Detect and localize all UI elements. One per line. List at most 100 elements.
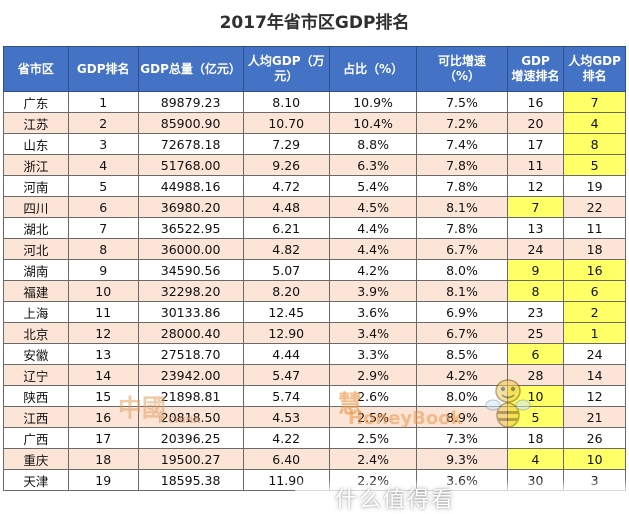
cell-per-capita-rank: 24 — [563, 343, 626, 365]
cell-share: 3.3% — [328, 343, 418, 365]
cell-growth-rank: 28 — [506, 364, 565, 386]
cell-growth-rank: 20 — [506, 112, 565, 134]
cell-growth-rank: 7 — [506, 196, 565, 218]
cell-growth-rate: 7.8% — [416, 175, 508, 197]
cell-province: 上海 — [3, 301, 69, 323]
cell-growth-rank: 9 — [506, 259, 565, 281]
cell-gdp-rank: 11 — [67, 301, 139, 323]
cell-growth-rank: 8 — [506, 280, 565, 302]
cell-per-capita-rank: 16 — [563, 259, 626, 281]
cell-gdp-per-capita: 4.22 — [242, 427, 330, 449]
cell-share: 2.4% — [328, 448, 418, 470]
cell-growth-rank: 13 — [506, 217, 565, 239]
cell-province: 江西 — [3, 406, 69, 428]
cell-growth-rate: 9.3% — [416, 448, 508, 470]
cell-province: 河北 — [3, 238, 69, 260]
cell-gdp-rank: 15 — [67, 385, 139, 407]
cell-per-capita-rank: 7 — [563, 91, 626, 113]
cell-per-capita-rank: 21 — [563, 406, 626, 428]
cell-growth-rate: 7.5% — [416, 91, 508, 113]
cell-gdp-per-capita: 4.72 — [242, 175, 330, 197]
cell-growth-rank: 25 — [506, 322, 565, 344]
cell-growth-rate: 8.0% — [416, 385, 508, 407]
cell-gdp-rank: 12 — [67, 322, 139, 344]
header-gdp-rank: GDP排名 — [67, 46, 139, 92]
cell-share: 3.6% — [328, 301, 418, 323]
cell-gdp-rank: 1 — [67, 91, 139, 113]
cell-growth-rate: 8.0% — [416, 259, 508, 281]
cell-gdp-per-capita: 11.90 — [242, 469, 330, 491]
cell-growth-rate: 6.9% — [416, 301, 508, 323]
cell-growth-rate: 6.7% — [416, 238, 508, 260]
cell-per-capita-rank: 12 — [563, 385, 626, 407]
cell-growth-rank: 11 — [506, 154, 565, 176]
cell-gdp-total: 19500.27 — [137, 448, 244, 470]
table-row: 北京 12 28000.40 12.90 3.4% 6.7% 25 1 — [3, 322, 626, 344]
table-row: 湖北 7 36522.95 6.21 4.4% 7.8% 13 11 — [3, 217, 626, 239]
header-growth-rate: 可比增速 （%） — [416, 46, 508, 92]
page-title: 2017年省市区GDP排名 — [219, 13, 410, 33]
cell-growth-rank: 18 — [506, 427, 565, 449]
cell-gdp-total: 18595.38 — [137, 469, 244, 491]
header-gdp-per-capita: 人均GDP（万元） — [242, 46, 330, 92]
cell-growth-rank: 17 — [506, 133, 565, 155]
cell-per-capita-rank: 2 — [563, 301, 626, 323]
cell-gdp-total: 32298.20 — [137, 280, 244, 302]
cell-growth-rate: 8.5% — [416, 343, 508, 365]
cell-growth-rank: 10 — [506, 385, 565, 407]
cell-growth-rate: 8.1% — [416, 196, 508, 218]
cell-gdp-per-capita: 12.90 — [242, 322, 330, 344]
cell-province: 安徽 — [3, 343, 69, 365]
table-row: 江苏 2 85900.90 10.70 10.4% 7.2% 20 4 — [3, 112, 626, 134]
cell-province: 福建 — [3, 280, 69, 302]
cell-province: 四川 — [3, 196, 69, 218]
cell-gdp-total: 44988.16 — [137, 175, 244, 197]
cell-per-capita-rank: 5 — [563, 154, 626, 176]
cell-per-capita-rank: 1 — [563, 322, 626, 344]
cell-gdp-total: 36000.00 — [137, 238, 244, 260]
cell-gdp-rank: 5 — [67, 175, 139, 197]
cell-growth-rate: 7.8% — [416, 217, 508, 239]
cell-growth-rank: 6 — [506, 343, 565, 365]
cell-province: 重庆 — [3, 448, 69, 470]
cell-per-capita-rank: 26 — [563, 427, 626, 449]
cell-province: 广西 — [3, 427, 69, 449]
cell-growth-rate: 7.2% — [416, 112, 508, 134]
cell-growth-rank: 30 — [506, 469, 565, 491]
table-row: 河南 5 44988.16 4.72 5.4% 7.8% 12 19 — [3, 175, 626, 197]
table-row: 天津 19 18595.38 11.90 2.2% 3.6% 30 3 — [3, 469, 626, 491]
table-row: 山东 3 72678.18 7.29 8.8% 7.4% 17 8 — [3, 133, 626, 155]
cell-gdp-per-capita: 6.40 — [242, 448, 330, 470]
cell-growth-rank: 12 — [506, 175, 565, 197]
table-row: 河北 8 36000.00 4.82 4.4% 6.7% 24 18 — [3, 238, 626, 260]
cell-province: 湖北 — [3, 217, 69, 239]
cell-share: 3.9% — [328, 280, 418, 302]
cell-share: 2.5% — [328, 427, 418, 449]
cell-gdp-total: 28000.40 — [137, 322, 244, 344]
cell-gdp-total: 30133.86 — [137, 301, 244, 323]
cell-share: 4.4% — [328, 217, 418, 239]
cell-share: 4.2% — [328, 259, 418, 281]
cell-province: 北京 — [3, 322, 69, 344]
cell-growth-rate: 7.3% — [416, 427, 508, 449]
cell-per-capita-rank: 14 — [563, 364, 626, 386]
table-row: 安徽 13 27518.70 4.44 3.3% 8.5% 6 24 — [3, 343, 626, 365]
header-province: 省市区 — [3, 46, 69, 92]
cell-gdp-rank: 19 — [67, 469, 139, 491]
cell-province: 湖南 — [3, 259, 69, 281]
cell-per-capita-rank: 6 — [563, 280, 626, 302]
cell-gdp-rank: 2 — [67, 112, 139, 134]
cell-share: 10.4% — [328, 112, 418, 134]
cell-gdp-rank: 17 — [67, 427, 139, 449]
cell-gdp-rank: 3 — [67, 133, 139, 155]
cell-gdp-rank: 9 — [67, 259, 139, 281]
cell-gdp-total: 23942.00 — [137, 364, 244, 386]
cell-gdp-per-capita: 8.20 — [242, 280, 330, 302]
cell-gdp-total: 36522.95 — [137, 217, 244, 239]
cell-province: 辽宁 — [3, 364, 69, 386]
table-row: 江西 16 20818.50 4.53 2.5% 8.9% 5 21 — [3, 406, 626, 428]
header-gdp-total: GDP总量（亿元） — [137, 46, 244, 92]
cell-province: 广东 — [3, 91, 69, 113]
table-row: 重庆 18 19500.27 6.40 2.4% 9.3% 4 10 — [3, 448, 626, 470]
cell-gdp-rank: 14 — [67, 364, 139, 386]
